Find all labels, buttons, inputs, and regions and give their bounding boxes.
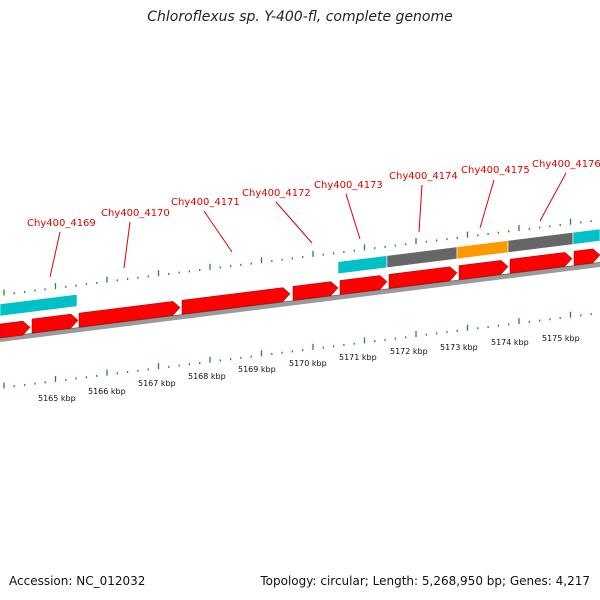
kbp-label: 5166 kbp: [88, 387, 126, 396]
kbp-label: 5171 kbp: [339, 353, 377, 362]
gene-leader-line: [418, 184, 423, 233]
cds-arrow: [509, 252, 573, 274]
gene-label: Chy400_4172: [242, 188, 311, 199]
kbp-label: 5173 kbp: [440, 343, 478, 352]
gene-leader-line: [479, 179, 495, 229]
kbp-label: 5174 kbp: [491, 338, 529, 347]
cds-arrow: [31, 313, 79, 334]
gene-label: Chy400_4174: [389, 171, 458, 182]
map-title: Chloroflexus sp. Y-400-fl, complete geno…: [147, 9, 453, 25]
gene-label: Chy400_4175: [461, 165, 530, 176]
kbp-label: 5167 kbp: [138, 379, 176, 388]
backbone-line: [0, 263, 600, 342]
kbp-label: 5168 kbp: [188, 372, 226, 381]
backbone-edge: [0, 262, 600, 338]
cds-arrow: [573, 248, 600, 266]
gene-feature: [0, 294, 78, 317]
gene-label: Chy400_4176: [532, 159, 600, 170]
other-feature: [507, 232, 574, 253]
genome-summary: Topology: circular; Length: 5,268,950 bp…: [260, 574, 590, 588]
gene-label: Chy400_4169: [27, 218, 96, 229]
other-feature: [386, 246, 458, 268]
gene-leader-line: [123, 221, 131, 269]
cds-arrow: [0, 320, 31, 339]
gene-feature: [572, 228, 600, 245]
gene-feature: [337, 255, 388, 275]
gene-label: Chy400_4171: [171, 197, 240, 208]
cds-arrow: [339, 275, 388, 295]
gene-leader-line: [539, 172, 567, 222]
kbp-label: 5175 kbp: [542, 334, 580, 343]
gene-label: Chy400_4170: [101, 208, 170, 219]
cds-arrow: [388, 266, 458, 289]
gene-leader-line: [49, 231, 61, 278]
kbp-label: 5165 kbp: [38, 394, 76, 403]
accession-label: Accession: NC_012032: [9, 574, 146, 588]
gene-leader-line: [275, 201, 313, 244]
gene-leader-line: [203, 210, 233, 253]
kbp-label: 5172 kbp: [390, 347, 428, 356]
cds-arrow: [292, 281, 339, 301]
cds-arrow: [458, 260, 509, 280]
gene-leader-line: [345, 193, 361, 240]
gene-label: Chy400_4173: [314, 180, 383, 191]
kbp-label: 5169 kbp: [238, 365, 276, 374]
cds-arrow: [181, 287, 291, 315]
rna-feature: [456, 240, 509, 260]
cds-arrow: [78, 301, 181, 328]
kbp-label: 5170 kbp: [289, 359, 327, 368]
